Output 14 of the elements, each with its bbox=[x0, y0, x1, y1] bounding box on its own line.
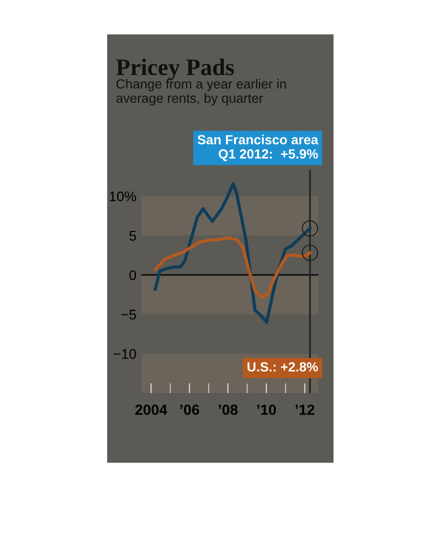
chart-title: Pricey Pads bbox=[116, 58, 234, 80]
chart-subtitle: Change from a year earlier in average rents, by quarter bbox=[116, 78, 286, 106]
y-tick-label: −5 bbox=[121, 310, 136, 320]
x-tick-label: ’12 bbox=[296, 404, 314, 415]
text: San Francisco area Q1 2012: +5.9% bbox=[198, 134, 318, 162]
x-tick-label: ’10 bbox=[257, 404, 276, 415]
x-tick-label: ’06 bbox=[180, 404, 200, 415]
y-tick-label: 5 bbox=[129, 231, 136, 241]
y-tick-label: 0 bbox=[129, 270, 136, 280]
annotation: U.S.: +2.8% bbox=[248, 362, 318, 372]
y-tick-label: −10 bbox=[114, 349, 136, 359]
x-tick-label: ’08 bbox=[218, 404, 238, 415]
y-tick-label: 10% bbox=[110, 191, 136, 202]
x-tick-label: 2004 bbox=[135, 404, 168, 415]
